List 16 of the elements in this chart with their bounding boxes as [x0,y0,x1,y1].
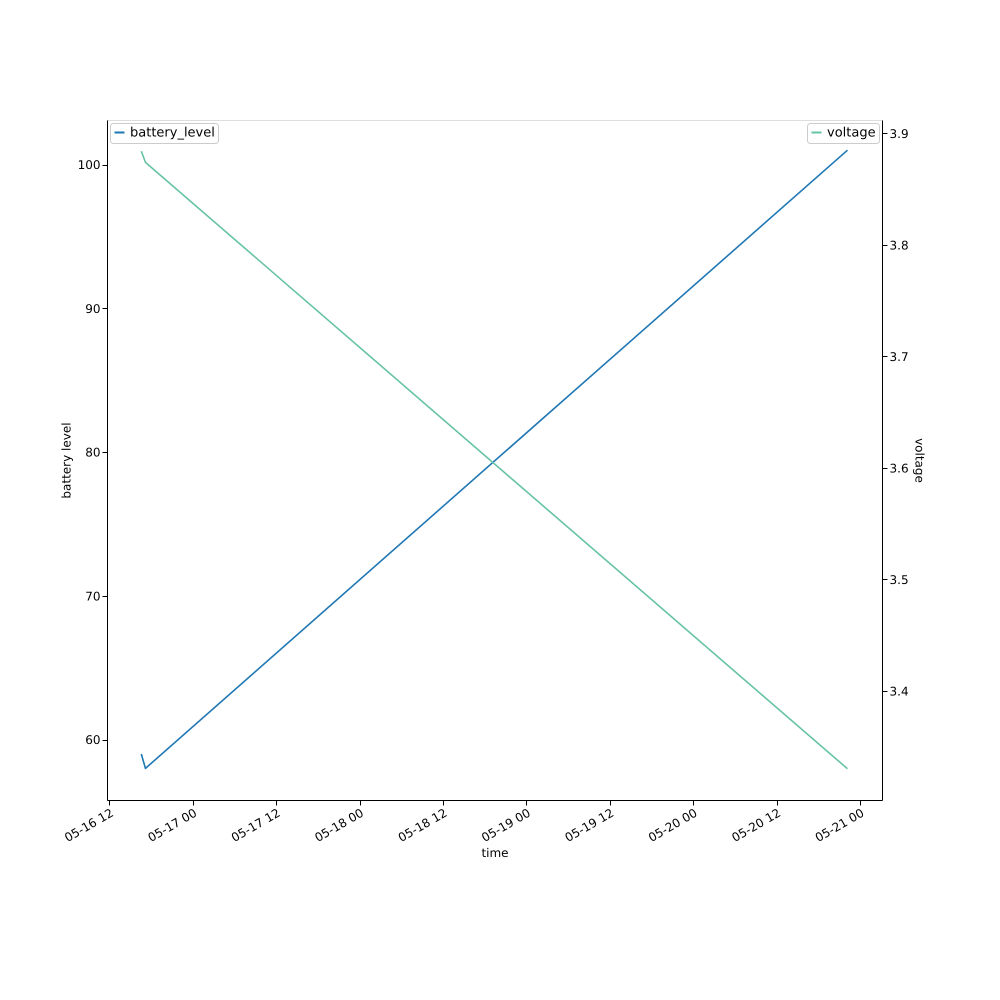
x-axis-title: time [481,846,509,860]
y-tick-label: 90 [85,302,100,316]
y-tick-label: 80 [85,446,100,460]
y2-tick-label: 3.9 [890,126,909,141]
legend-label: battery_level [130,126,215,140]
y2-axis-title: voltage [912,438,927,483]
y-tick-label: 60 [85,733,100,748]
y2-tick-label: 3.6 [890,461,909,476]
y2-tick-label: 3.4 [890,684,909,698]
y2-tick-label: 3.7 [890,350,909,364]
legend-label: voltage [827,126,876,140]
y2-tick-label: 3.8 [890,238,909,252]
y2-tick-label: 3.5 [890,572,909,587]
y-axis-title: battery level [60,422,74,499]
y-tick-label: 70 [85,589,100,604]
y-tick-label: 100 [78,158,100,172]
